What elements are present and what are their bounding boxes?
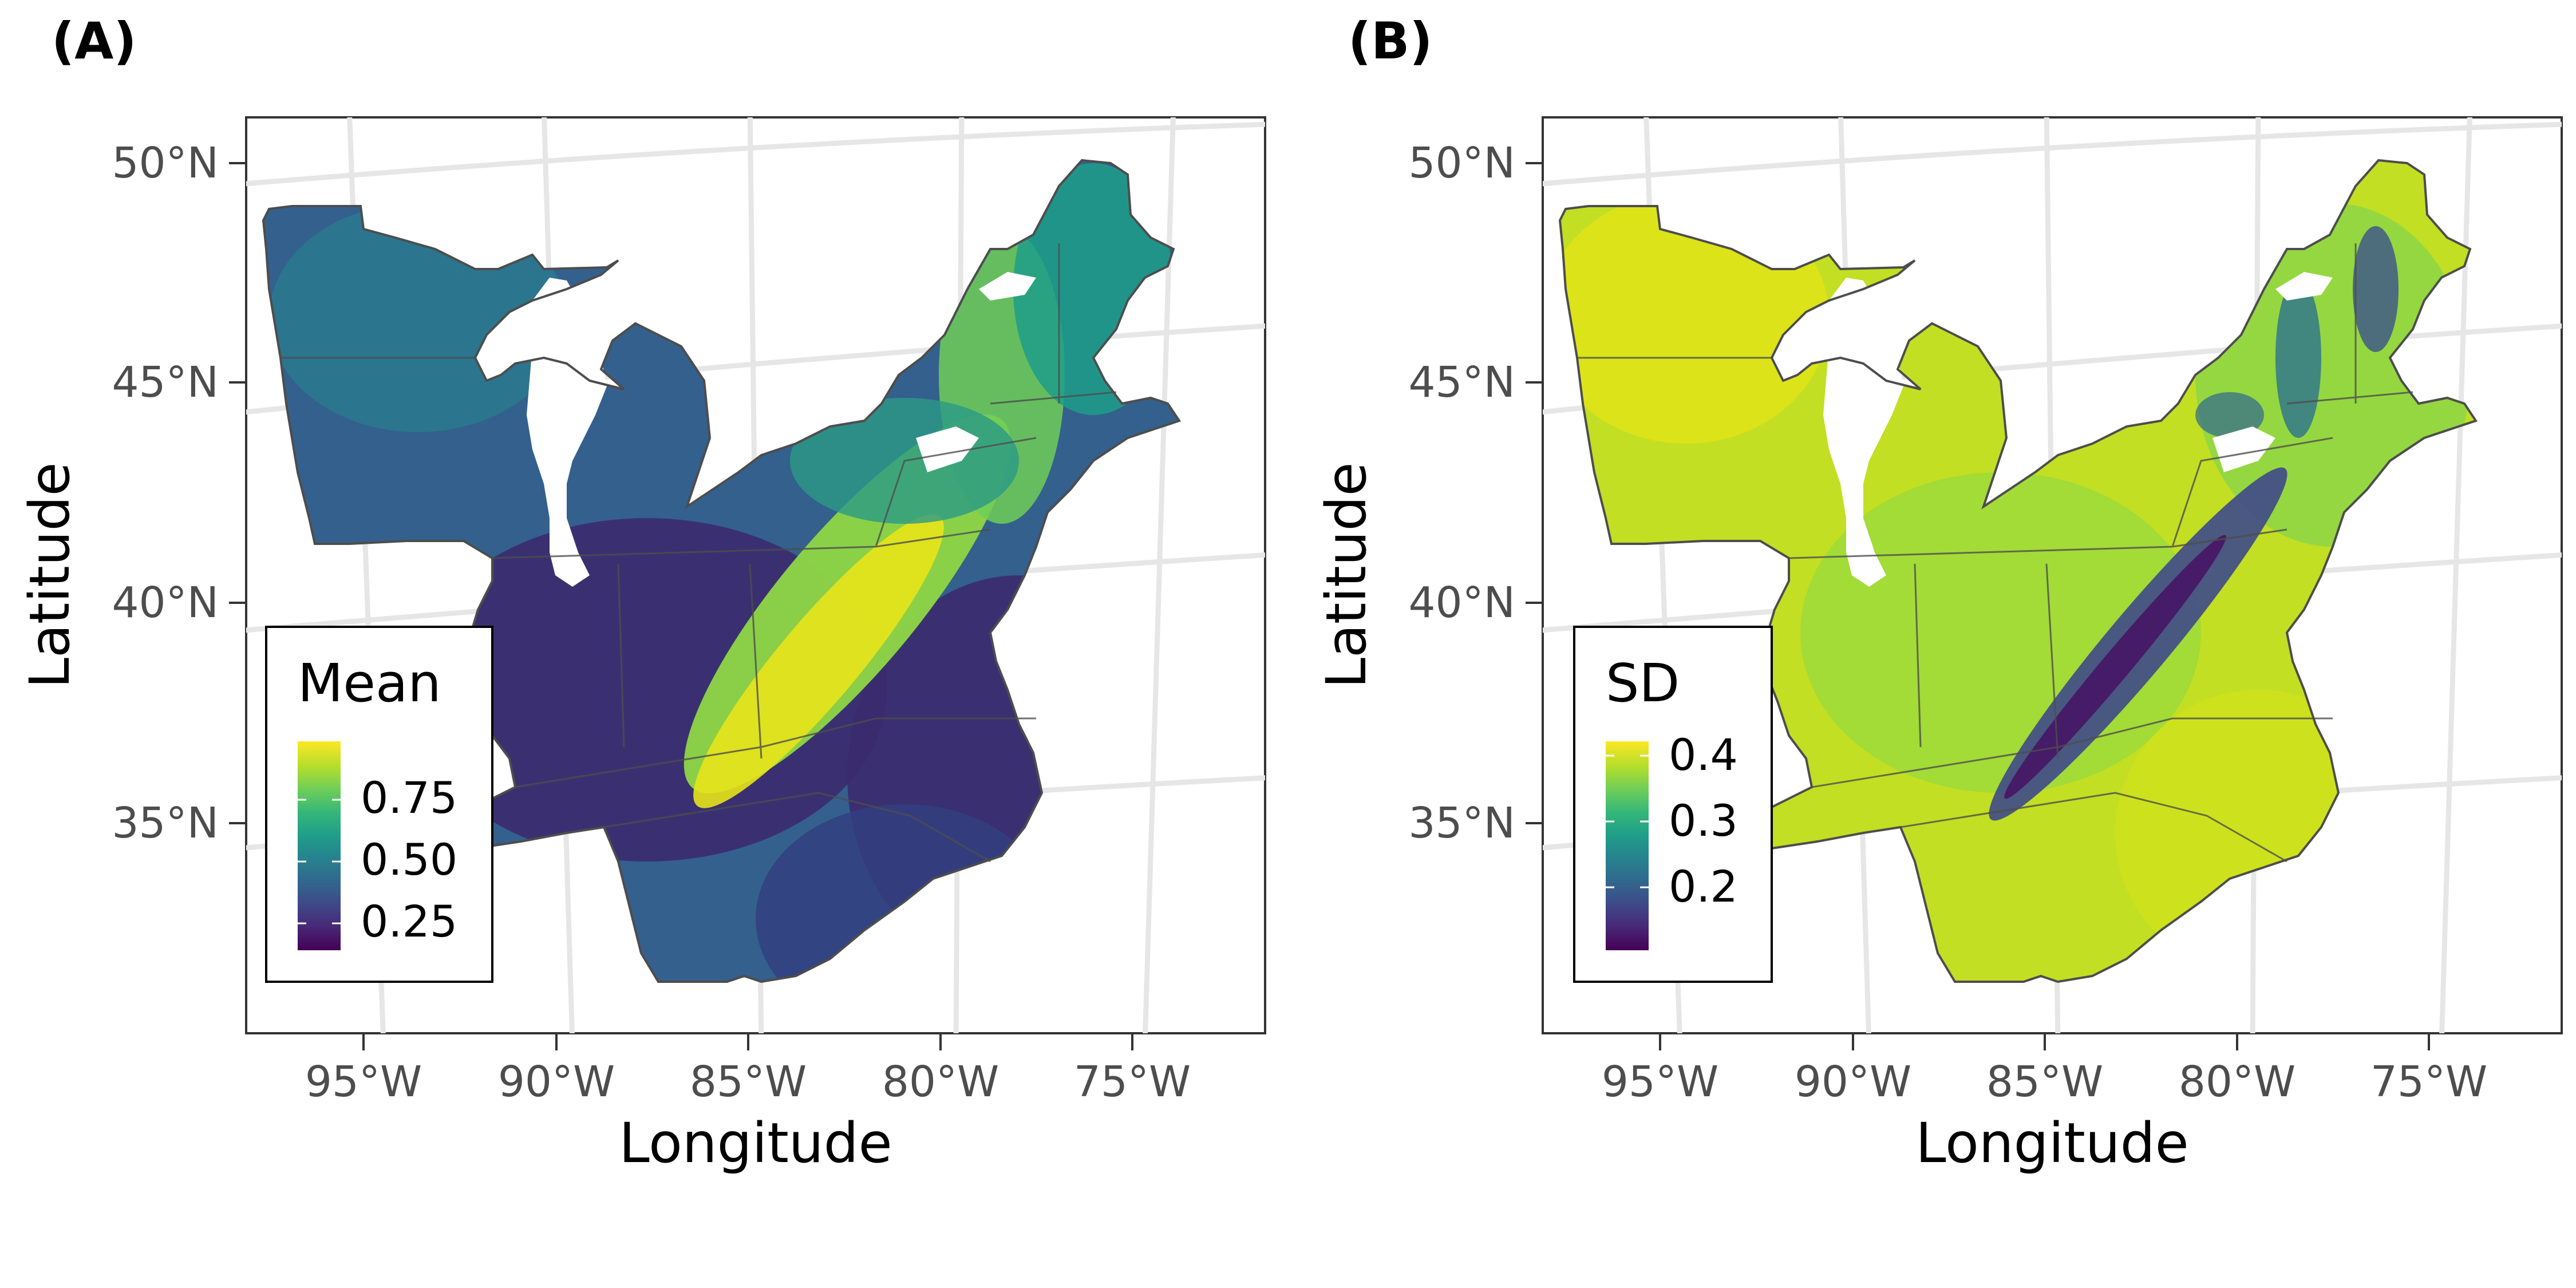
x-tick-label: 85°W (690, 1057, 807, 1107)
y-tick-label: 50°N (1408, 139, 1515, 188)
y-axis-label: Latitude (18, 462, 82, 688)
legend-colorbar (1606, 741, 1649, 950)
x-tick-label: 85°W (1986, 1057, 2103, 1107)
y-tick-label: 35°N (112, 799, 219, 848)
legend-label: 0.75 (361, 772, 457, 823)
legend-label: 0.4 (1669, 729, 1738, 780)
y-ticks (229, 162, 246, 824)
x-tick-label: 75°W (1074, 1057, 1191, 1107)
map-plot-area: SD 0.4 0.3 0.2 (1542, 116, 2563, 1034)
legend-label: 0.3 (1669, 795, 1738, 846)
legend-label: 0.25 (361, 896, 457, 947)
x-ticks (362, 1033, 1133, 1050)
y-tick-label: 40°N (112, 578, 219, 627)
x-tick-label: 95°W (305, 1057, 422, 1107)
y-ticks (1526, 162, 1543, 824)
y-tick-label: 45°N (1408, 358, 1515, 407)
x-tick-label: 80°W (882, 1057, 999, 1107)
x-axis-label: Longitude (1915, 1111, 2188, 1175)
state-borders (280, 243, 1117, 863)
legend-label: 0.2 (1669, 861, 1738, 912)
legend: Mean 0.75 0.50 0.25 (265, 626, 493, 983)
x-tick-labels: 95°W 90°W 85°W 80°W 75°W (305, 1057, 1191, 1107)
x-axis-label: Longitude (619, 1111, 892, 1175)
legend-title: SD (1606, 653, 1680, 714)
legend-title: Mean (298, 653, 441, 714)
map-plot-area: Mean 0.75 0.50 0.25 (245, 116, 1266, 1034)
panel-tag: (B) (1348, 11, 1433, 70)
legend-ticks (298, 799, 341, 924)
panel-tag: (A) (52, 11, 137, 70)
x-tick-label: 90°W (498, 1057, 615, 1107)
x-tick-label: 90°W (1795, 1057, 1911, 1107)
x-tick-label: 75°W (2370, 1057, 2487, 1107)
legend-label: 0.50 (361, 834, 457, 885)
panel-a: (A) (18, 11, 1266, 1175)
y-tick-label: 35°N (1408, 799, 1515, 848)
x-tick-label: 95°W (1602, 1057, 1718, 1107)
state-borders (1577, 243, 2413, 863)
legend-ticks (1606, 754, 1649, 888)
y-tick-labels: 50°N 45°N 40°N 35°N (1408, 139, 1515, 848)
panel-b: (B) (1314, 11, 2563, 1175)
y-tick-label: 45°N (112, 358, 219, 407)
x-tick-label: 80°W (2179, 1057, 2296, 1107)
x-ticks (1659, 1033, 2430, 1050)
y-tick-label: 50°N (112, 139, 219, 188)
y-tick-label: 40°N (1408, 578, 1515, 627)
y-tick-labels: 50°N 45°N 40°N 35°N (112, 139, 219, 848)
legend: SD 0.4 0.3 0.2 (1573, 626, 1773, 983)
y-axis-label: Latitude (1314, 462, 1378, 688)
legend-colorbar (298, 741, 341, 950)
x-tick-labels: 95°W 90°W 85°W 80°W 75°W (1602, 1057, 2487, 1107)
